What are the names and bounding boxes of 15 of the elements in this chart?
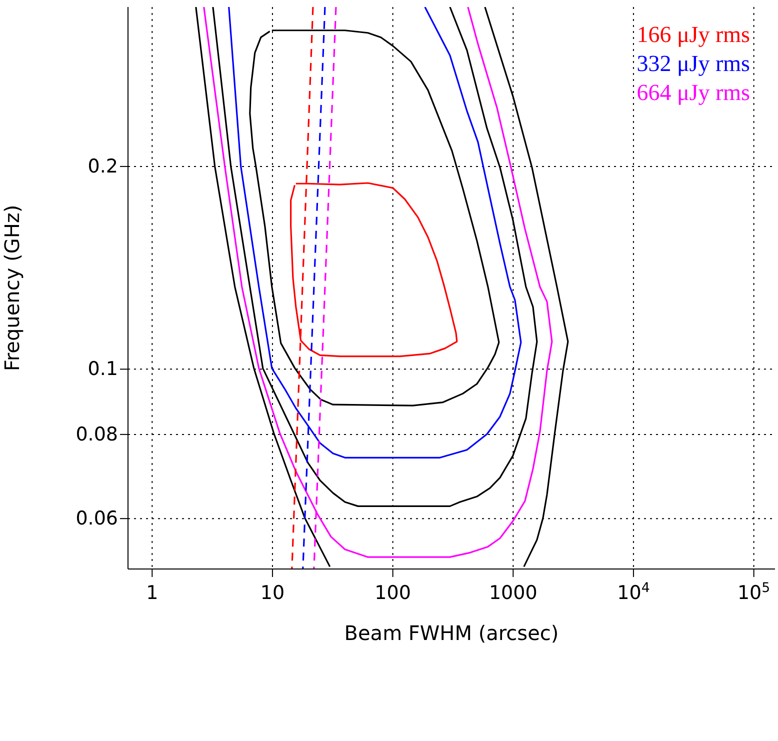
x-tick-label: 10$^{4}$: [617, 580, 650, 604]
y-tick-label: 0.1: [88, 358, 118, 380]
text: 166 μJy rms: [636, 21, 750, 49]
x-tick-label: 100: [374, 582, 411, 604]
y-tick-label: 0.08: [76, 423, 118, 446]
text: 664 μJy rms: [636, 79, 750, 107]
x-tick-label: 1000: [488, 582, 538, 604]
y-axis-title: Frequency (GHz): [0, 204, 24, 372]
x-tick-label: 10: [260, 582, 285, 604]
x-tick-label: 10$^{5}$: [737, 580, 770, 604]
y-tick-label: 0.2: [88, 155, 118, 178]
y-tick-label: 0.06: [76, 508, 118, 530]
text: 332 μJy rms: [636, 50, 750, 78]
x-axis-title: Beam FWHM (arcsec): [344, 621, 559, 645]
x-tick-label: 1: [146, 582, 158, 604]
